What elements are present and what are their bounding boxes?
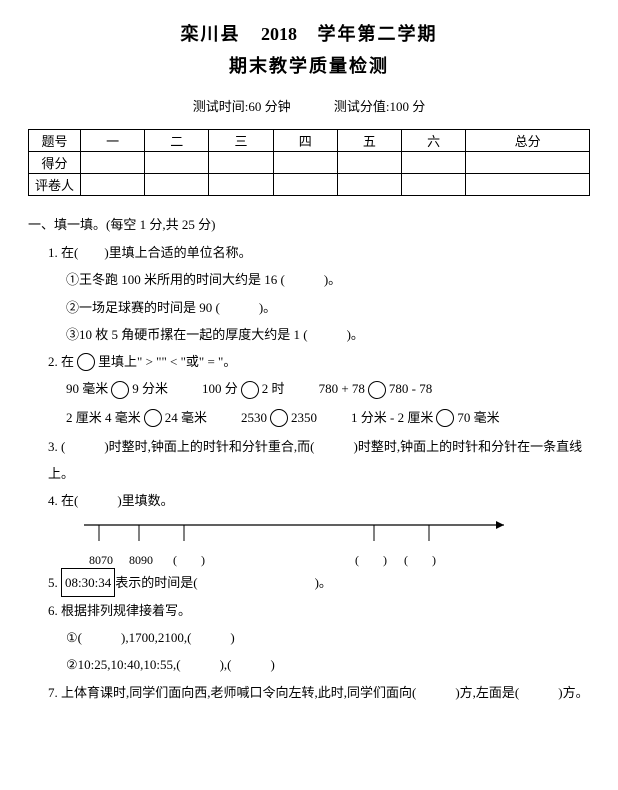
row-label: 评卷人 bbox=[29, 174, 81, 196]
doc-title-line1: 栾川县 2018 学年第二学期 bbox=[28, 20, 590, 46]
number-line bbox=[84, 521, 590, 547]
meta-line: 测试时间:60 分钟 测试分值:100 分 bbox=[28, 96, 590, 115]
q2-row1: 90 毫米9 分米 100 分2 时 780 + 78780 - 78 bbox=[66, 375, 590, 404]
score-table: 题号 一 二 三 四 五 六 总分 得分 评卷人 bbox=[28, 129, 590, 196]
th: 五 bbox=[337, 130, 401, 152]
th: 三 bbox=[209, 130, 273, 152]
q2-stem-a: 2. 在 bbox=[48, 354, 74, 369]
row-label: 得分 bbox=[29, 152, 81, 174]
doc-subtitle: 期末教学质量检测 bbox=[28, 52, 590, 78]
q6b: ②10:25,10:40,10:55,( ),( ) bbox=[66, 651, 590, 678]
q4-stem: 4. 在( )里填数。 bbox=[48, 487, 590, 514]
th: 题号 bbox=[29, 130, 81, 152]
q5-rest: 表示的时间是( )。 bbox=[115, 575, 332, 590]
table-row: 得分 bbox=[29, 152, 590, 174]
test-time: 测试时间:60 分钟 bbox=[193, 99, 291, 114]
circle-icon bbox=[111, 381, 129, 399]
test-score: 测试分值:100 分 bbox=[334, 99, 425, 114]
q1-stem: 1. 在( )里填上合适的单位名称。 bbox=[48, 239, 590, 266]
q2-row2: 2 厘米 4 毫米24 毫米 25302350 1 分米 - 2 厘米70 毫米 bbox=[66, 404, 590, 433]
number-line-labels: 8070 8090 ( ) ( ) ( ) bbox=[84, 551, 590, 568]
circle-icon bbox=[77, 353, 95, 371]
semester: 学年第二学期 bbox=[318, 24, 438, 44]
th: 二 bbox=[145, 130, 209, 152]
q1a: ①王冬跑 100 米所用的时间大约是 16 ( )。 bbox=[66, 266, 590, 293]
section-1-title: 一、填一填。(每空 1 分,共 25 分) bbox=[28, 214, 590, 233]
county-name: 栾川县 bbox=[181, 24, 241, 44]
q5-lead: 5. bbox=[48, 575, 61, 590]
th: 六 bbox=[402, 130, 466, 152]
q6a: ①( ),1700,2100,( ) bbox=[66, 624, 590, 651]
time-box: 08:30:34 bbox=[61, 568, 115, 597]
table-row: 评卷人 bbox=[29, 174, 590, 196]
q5: 5. 08:30:34表示的时间是( )。 bbox=[48, 568, 590, 597]
q2-stem-b: 里填上" > "" < "或" = "。 bbox=[98, 354, 236, 369]
q1c: ③10 枚 5 角硬币摞在一起的厚度大约是 1 ( )。 bbox=[66, 321, 590, 348]
number-line-svg bbox=[84, 521, 514, 547]
th: 四 bbox=[273, 130, 337, 152]
th: 一 bbox=[81, 130, 145, 152]
school-year: 2018 bbox=[261, 24, 297, 44]
q3: 3. ( )时整时,钟面上的时针和分针重合,而( )时整时,钟面上的时针和分针在… bbox=[48, 433, 590, 488]
circle-icon bbox=[368, 381, 386, 399]
table-row: 题号 一 二 三 四 五 六 总分 bbox=[29, 130, 590, 152]
circle-icon bbox=[144, 409, 162, 427]
q2-stem: 2. 在 里填上" > "" < "或" = "。 bbox=[48, 348, 590, 375]
th: 总分 bbox=[466, 130, 590, 152]
circle-icon bbox=[436, 409, 454, 427]
q6-stem: 6. 根据排列规律接着写。 bbox=[48, 597, 590, 624]
circle-icon bbox=[241, 381, 259, 399]
q7: 7. 上体育课时,同学们面向西,老师喊口令向左转,此时,同学们面向( )方,左面… bbox=[48, 679, 590, 706]
circle-icon bbox=[270, 409, 288, 427]
q1b: ②一场足球赛的时间是 90 ( )。 bbox=[66, 294, 590, 321]
